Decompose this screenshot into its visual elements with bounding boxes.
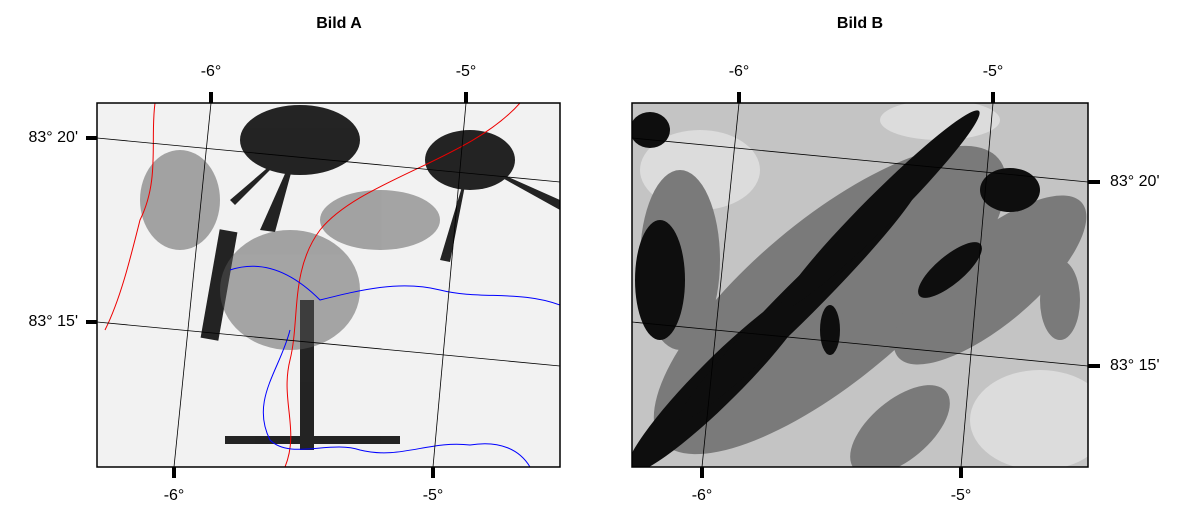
bottom-tick-label: -6° (692, 487, 713, 504)
map-image (97, 103, 560, 467)
side-tick-label: 83° 15' (1110, 357, 1160, 374)
top-tick-label: -6° (201, 63, 222, 80)
top-tick-label: -5° (456, 63, 477, 80)
panel-b: Bild B -6° -5° -6° -5° 83° 20' 83° 15' (610, 15, 1159, 504)
bottom-tick-label: -5° (951, 487, 972, 504)
top-tick-label: -5° (983, 63, 1004, 80)
side-tick-label: 83° 20' (29, 129, 79, 146)
side-tick-label: 83° 20' (1110, 173, 1160, 190)
panel-title: Bild B (837, 15, 883, 32)
bottom-tick-label: -6° (164, 487, 185, 504)
panel-a: Bild A -6° -5° -6° -5° 83° 20' 83° 15' (29, 15, 561, 504)
panel-title: Bild A (316, 15, 362, 32)
top-tick-label: -6° (729, 63, 750, 80)
bottom-tick-label: -5° (423, 487, 444, 504)
side-tick-label: 83° 15' (29, 313, 79, 330)
figure: Bild A -6° -5° -6° -5° 83° 20' 83° 15' B… (0, 0, 1188, 515)
map-image (610, 97, 1111, 502)
